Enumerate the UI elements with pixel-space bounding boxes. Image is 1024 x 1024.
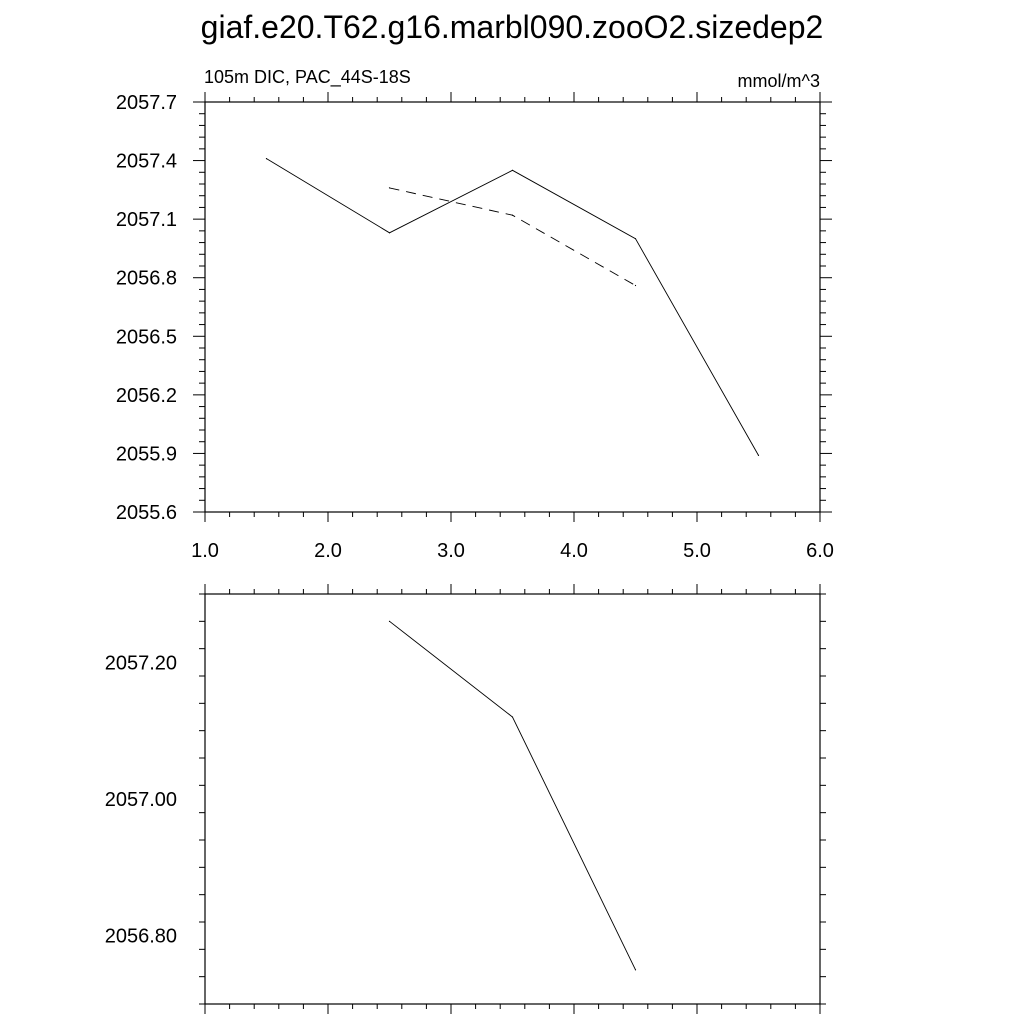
- y-tick-label: 2056.8: [116, 268, 177, 290]
- panel-1-units-label: mmol/m^3: [738, 71, 820, 91]
- panel-1-left-label: 105m DIC, PAC_44S-18S: [204, 67, 411, 88]
- y-tick-label: 2057.20: [105, 652, 177, 674]
- x-tick-label: 1.0: [191, 540, 219, 562]
- chart-title: giaf.e20.T62.g16.marbl090.zooO2.sizedep2: [201, 9, 824, 45]
- series-line-1: [266, 158, 759, 456]
- plot-frame: [204, 593, 821, 1005]
- data-point: [757, 454, 760, 456]
- y-tick-label: 2057.4: [116, 151, 177, 173]
- plot-frame: [204, 101, 821, 513]
- x-tick-label: 3.0: [437, 540, 465, 562]
- data-point: [634, 284, 637, 287]
- data-point: [511, 716, 514, 718]
- x-tick-label: 2.0: [314, 540, 342, 562]
- y-tick-label: 2057.1: [116, 209, 177, 231]
- data-point: [511, 169, 514, 171]
- x-tick-label: 6.0: [806, 540, 834, 562]
- x-tick-label: 5.0: [683, 540, 711, 562]
- data-point: [511, 214, 514, 216]
- y-tick-label: 2056.80: [105, 926, 177, 948]
- y-tick-label: 2057.7: [116, 92, 177, 114]
- x-tick-label: 4.0: [560, 540, 588, 562]
- data-point: [634, 238, 637, 240]
- data-point: [634, 969, 637, 971]
- y-tick-label: 2056.2: [116, 385, 177, 407]
- panel-2: 2056.80 2057.00 2057.20: [105, 584, 826, 1014]
- panel-1: 2055.6 2055.9 2056.2 2056.5 2056.8 2057.1 2057…: [116, 92, 834, 562]
- series-line-1: [389, 620, 636, 970]
- y-tick-label: 2056.5: [116, 326, 177, 348]
- data-point: [265, 158, 268, 160]
- y-tick-label: 2057.00: [105, 789, 177, 811]
- y-tick-label: 2055.9: [116, 443, 177, 465]
- data-point: [388, 187, 391, 189]
- data-point: [388, 232, 391, 234]
- y-tick-label: 2055.6: [116, 502, 177, 524]
- series-line-2: [389, 187, 636, 286]
- data-point: [388, 620, 391, 622]
